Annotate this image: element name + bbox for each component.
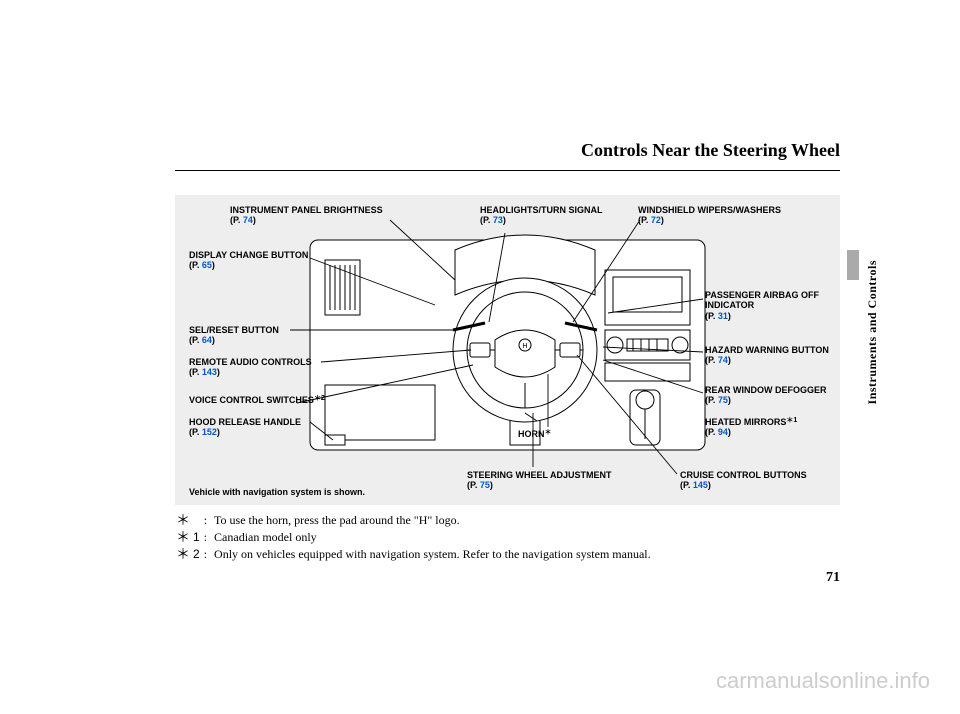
page-link-instrument_brightness[interactable]: 74 bbox=[243, 215, 253, 225]
footnote-row: ＊:To use the horn, press the pad around … bbox=[175, 512, 657, 529]
callout-heated_mirrors: HEATED MIRRORS＊1(P. 94) bbox=[705, 417, 797, 438]
callout-steering_adjust: STEERING WHEEL ADJUSTMENT(P. 75) bbox=[467, 470, 612, 491]
heading-rule bbox=[175, 170, 840, 171]
callout-wipers: WINDSHIELD WIPERS/WASHERS(P. 72) bbox=[638, 205, 781, 226]
figure-caption: Vehicle with navigation system is shown. bbox=[189, 487, 365, 497]
callout-remote_audio: REMOTE AUDIO CONTROLS(P. 143) bbox=[189, 357, 312, 378]
page-root: Controls Near the Steering Wheel Instrum… bbox=[0, 0, 960, 714]
callout-display_change: DISPLAY CHANGE BUTTON(P. 65) bbox=[189, 250, 308, 271]
callout-hazard: HAZARD WARNING BUTTON(P. 74) bbox=[705, 345, 829, 366]
page-link-display_change[interactable]: 65 bbox=[202, 260, 212, 270]
page-link-rear_defog[interactable]: 75 bbox=[718, 395, 728, 405]
dashboard-figure: H INSTRUMENT PANEL BRIGHTNESS(P. 74) DISP… bbox=[175, 195, 840, 505]
callout-horn: HORN＊ bbox=[518, 429, 552, 439]
page-link-wipers[interactable]: 72 bbox=[651, 215, 661, 225]
page-link-headlights[interactable]: 73 bbox=[493, 215, 503, 225]
callout-rear_defog: REAR WINDOW DEFOGGER(P. 75) bbox=[705, 385, 827, 406]
footnotes: ＊:To use the horn, press the pad around … bbox=[175, 512, 840, 563]
section-label: Instruments and Controls bbox=[865, 260, 880, 404]
page-link-steering_adjust[interactable]: 75 bbox=[480, 480, 490, 490]
callout-cruise: CRUISE CONTROL BUTTONS(P. 145) bbox=[680, 470, 807, 491]
section-tab bbox=[847, 250, 859, 280]
callout-hood_release: HOOD RELEASE HANDLE(P. 152) bbox=[189, 417, 301, 438]
footnotes-table: ＊:To use the horn, press the pad around … bbox=[175, 512, 657, 563]
page-number: 71 bbox=[826, 570, 840, 586]
svg-text:H: H bbox=[522, 343, 527, 350]
callout-passenger_airbag: PASSENGER AIRBAG OFF INDICATOR(P. 31) bbox=[705, 290, 840, 321]
page-link-hood_release[interactable]: 152 bbox=[202, 427, 217, 437]
callout-sel_reset: SEL/RESET BUTTON(P. 64) bbox=[189, 325, 279, 346]
page-heading: Controls Near the Steering Wheel bbox=[581, 140, 840, 161]
page-link-remote_audio[interactable]: 143 bbox=[202, 367, 217, 377]
page-link-hazard[interactable]: 74 bbox=[718, 355, 728, 365]
callout-voice_control: VOICE CONTROL SWITCHES＊2 bbox=[189, 395, 325, 405]
callout-instrument_brightness: INSTRUMENT PANEL BRIGHTNESS(P. 74) bbox=[230, 205, 383, 226]
watermark: carmanualsonline.info bbox=[716, 668, 930, 694]
page-link-sel_reset[interactable]: 64 bbox=[202, 335, 212, 345]
page-link-cruise[interactable]: 145 bbox=[693, 480, 708, 490]
callout-headlights: HEADLIGHTS/TURN SIGNAL(P. 73) bbox=[480, 205, 603, 226]
page-link-passenger_airbag[interactable]: 31 bbox=[718, 311, 728, 321]
page-link-heated_mirrors[interactable]: 94 bbox=[718, 427, 728, 437]
footnote-row: ＊2:Only on vehicles equipped with naviga… bbox=[175, 546, 657, 563]
footnote-row: ＊1:Canadian model only bbox=[175, 529, 657, 546]
